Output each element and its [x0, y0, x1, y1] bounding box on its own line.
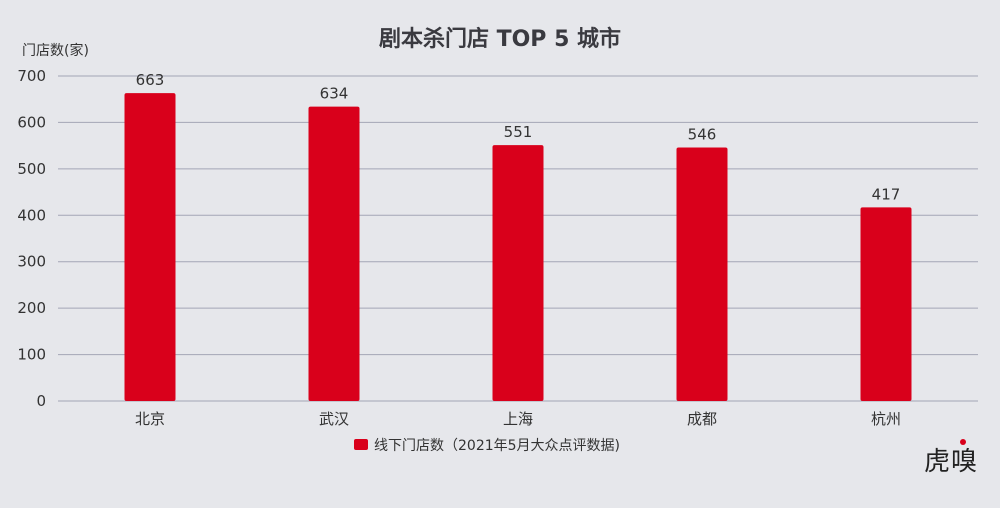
data-label-2: 634 — [320, 85, 349, 103]
bar-4 — [676, 147, 728, 401]
bar-2 — [308, 106, 360, 402]
x-axis-categories: 北京 武汉 上海 成都 杭州 — [135, 410, 901, 428]
bar-5 — [860, 207, 912, 401]
y-tick-200: 200 — [17, 299, 46, 317]
y-tick-500: 500 — [17, 160, 46, 178]
logo-dot — [960, 439, 966, 445]
data-label-1: 663 — [136, 71, 165, 89]
y-tick-100: 100 — [17, 346, 46, 364]
chart-title: 剧本杀门店 TOP 5 城市 — [379, 26, 621, 52]
legend-swatch — [354, 439, 368, 450]
y-tick-0: 0 — [36, 392, 46, 410]
data-labels: 663 634 551 546 417 — [136, 71, 901, 203]
category-label-2: 武汉 — [319, 410, 349, 428]
data-label-3: 551 — [504, 123, 533, 141]
bar-3 — [492, 145, 544, 401]
logo-text: 虎嗅 — [923, 447, 978, 477]
category-label-3: 上海 — [503, 410, 533, 428]
y-axis-ticks: 0 100 200 300 400 500 600 700 — [17, 67, 46, 410]
y-tick-300: 300 — [17, 253, 46, 271]
y-axis-label: 门店数(家) — [22, 42, 89, 59]
category-label-5: 杭州 — [871, 410, 901, 428]
data-label-4: 546 — [688, 126, 717, 144]
bar-1 — [124, 93, 176, 401]
y-tick-400: 400 — [17, 206, 46, 224]
category-label-1: 北京 — [135, 410, 165, 428]
bars — [124, 93, 912, 402]
huxiu-logo: 虎嗅 — [923, 439, 978, 478]
category-label-4: 成都 — [687, 410, 717, 428]
legend-label: 线下门店数（2021年5月大众点评数据) — [374, 438, 620, 454]
legend: 线下门店数（2021年5月大众点评数据) — [354, 438, 620, 454]
y-tick-600: 600 — [17, 113, 46, 131]
y-tick-700: 700 — [17, 67, 46, 85]
data-label-5: 417 — [872, 185, 901, 203]
